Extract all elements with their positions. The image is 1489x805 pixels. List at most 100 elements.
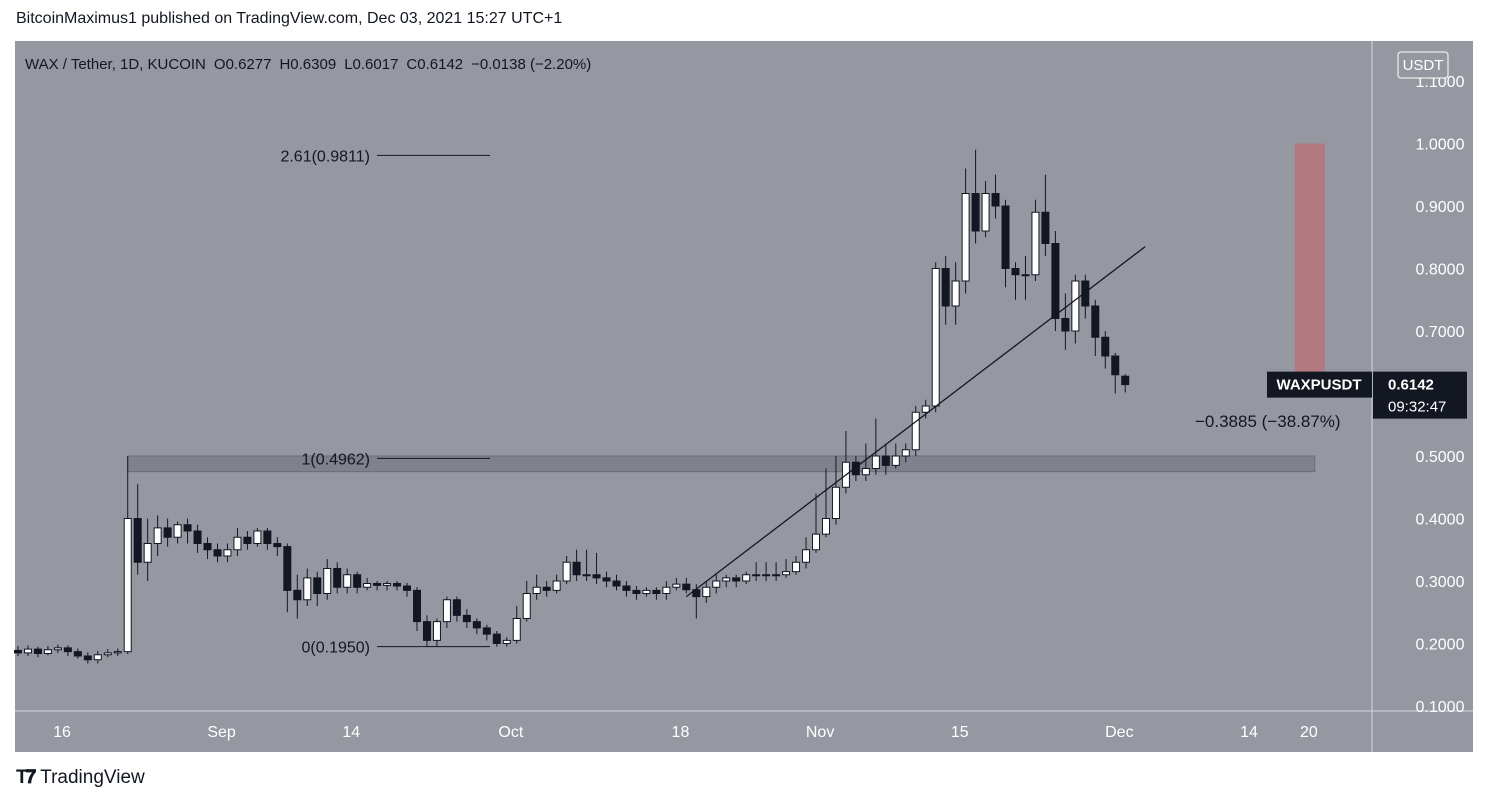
candle-body-up bbox=[722, 577, 731, 582]
candle bbox=[941, 256, 950, 325]
candle-body-down bbox=[133, 518, 142, 563]
candle-body-down bbox=[492, 633, 501, 644]
candle-body-up bbox=[173, 524, 182, 538]
candle bbox=[981, 181, 990, 238]
candle bbox=[93, 651, 102, 664]
candle-body-up bbox=[802, 549, 811, 563]
candle bbox=[1051, 231, 1060, 331]
candle-body-up bbox=[53, 647, 62, 651]
footer[interactable]: T𝟕 TradingView bbox=[16, 767, 145, 789]
candle bbox=[462, 609, 471, 628]
candle-body-up bbox=[522, 593, 531, 619]
candle bbox=[1031, 199, 1040, 281]
candle-body-down bbox=[1091, 305, 1100, 338]
y-tick-label: 0.8000 bbox=[1416, 262, 1465, 279]
candle bbox=[1041, 174, 1050, 256]
candle-body-up bbox=[662, 586, 671, 594]
candle bbox=[612, 574, 621, 591]
candle-body-up bbox=[961, 193, 970, 282]
candle bbox=[1021, 256, 1030, 300]
candle-body-up bbox=[532, 586, 541, 594]
candle bbox=[333, 562, 342, 594]
last-price-value: 0.6142 bbox=[1388, 377, 1434, 394]
candle bbox=[293, 574, 302, 619]
open-label: O bbox=[214, 56, 226, 73]
close-value: 0.6142 bbox=[417, 56, 463, 73]
candle-body-down bbox=[1041, 211, 1050, 244]
candle-body-down bbox=[991, 193, 1000, 207]
symbol-name: WAX / Tether, 1D, KUCOIN bbox=[25, 56, 206, 73]
currency-badge[interactable]: USDT bbox=[1397, 51, 1449, 79]
candle bbox=[253, 527, 262, 547]
candle bbox=[33, 646, 42, 658]
candle bbox=[432, 618, 441, 647]
candle bbox=[383, 581, 392, 591]
candle bbox=[442, 596, 451, 628]
candle bbox=[901, 443, 910, 463]
candle-body-down bbox=[193, 530, 202, 544]
candle-body-up bbox=[812, 533, 820, 551]
candle bbox=[23, 645, 32, 656]
candle bbox=[971, 149, 980, 244]
candle bbox=[931, 262, 940, 413]
candle-body-up bbox=[562, 561, 571, 582]
candle bbox=[732, 574, 741, 588]
candle-body-down bbox=[542, 586, 551, 591]
candle bbox=[1101, 331, 1110, 369]
candle-body-down bbox=[452, 599, 461, 616]
candle bbox=[492, 631, 501, 647]
candle-body-down bbox=[83, 655, 92, 661]
candle-body-down bbox=[243, 536, 252, 544]
x-tick-label: Dec bbox=[1105, 724, 1133, 741]
candle-body-down bbox=[283, 546, 292, 591]
candle-body-down bbox=[73, 651, 82, 657]
candle-body-down bbox=[413, 589, 421, 623]
candle bbox=[782, 559, 791, 578]
candle-body-up bbox=[782, 571, 791, 576]
candle-body-down bbox=[63, 647, 72, 653]
candle bbox=[63, 645, 72, 656]
candle-body-down bbox=[632, 589, 641, 594]
candle-body-up bbox=[762, 574, 771, 577]
candle-body-down bbox=[572, 561, 581, 576]
candle-body-down bbox=[183, 524, 192, 532]
x-tick-label: Oct bbox=[498, 724, 523, 741]
x-tick-label: 18 bbox=[672, 724, 690, 741]
x-tick-label: 14 bbox=[1240, 724, 1258, 741]
candle-body-down bbox=[472, 621, 481, 629]
candle-body-down bbox=[1081, 280, 1090, 307]
candle-body-up bbox=[223, 549, 232, 557]
candle bbox=[452, 596, 461, 622]
candle bbox=[522, 581, 531, 622]
y-tick-label: 0.1000 bbox=[1416, 699, 1465, 716]
candle-body-down bbox=[592, 574, 601, 579]
bar-countdown: 09:32:47 bbox=[1388, 399, 1446, 416]
candle bbox=[143, 518, 152, 581]
trendline[interactable] bbox=[685, 246, 1146, 598]
candle bbox=[951, 262, 960, 325]
candle-body-down bbox=[851, 461, 860, 476]
publisher-line: BitcoinMaximus1 published on TradingView… bbox=[16, 10, 563, 27]
candle-body-down bbox=[1001, 205, 1010, 269]
candle-body-up bbox=[552, 580, 561, 591]
candle bbox=[173, 521, 182, 544]
candle-body-up bbox=[752, 574, 761, 577]
candle bbox=[313, 571, 322, 606]
candle-body-down bbox=[622, 585, 631, 591]
candle-body-up bbox=[1071, 280, 1080, 332]
candle-body-down bbox=[273, 543, 282, 548]
candle-body-up bbox=[931, 268, 940, 407]
candle bbox=[53, 644, 62, 653]
candle-body-up bbox=[432, 621, 441, 641]
candle bbox=[113, 648, 122, 656]
candle-body-up bbox=[901, 449, 910, 457]
candle bbox=[1061, 293, 1070, 350]
candle bbox=[1121, 374, 1130, 393]
candle bbox=[532, 574, 541, 600]
candle bbox=[203, 537, 212, 560]
candle-body-up bbox=[43, 649, 52, 654]
x-tick-label: Sep bbox=[207, 724, 236, 741]
candle-body-down bbox=[1061, 318, 1070, 332]
candle-body-up bbox=[303, 577, 312, 601]
